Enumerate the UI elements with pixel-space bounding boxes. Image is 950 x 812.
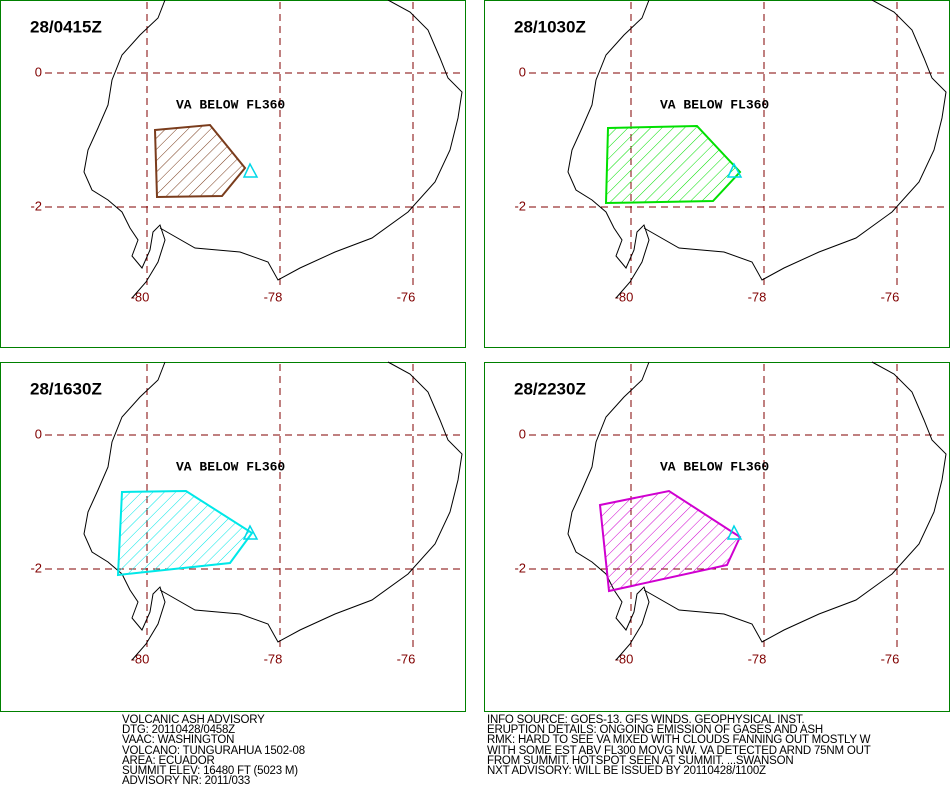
advisory-line: VAAC: WASHINGTON: [122, 734, 235, 747]
advisory-line: RMK: HARD TO SEE VA MIXED WITH CLOUDS FA…: [487, 734, 871, 747]
panel-time: 28/1030Z: [514, 17, 586, 36]
va-label: VA BELOW FL360: [660, 459, 769, 474]
map-panel: -80 -78 -76 0 -2 28/2230Z VA BELOW FL360: [484, 361, 950, 712]
advisory-line: SUMMIT ELEV: 16480 FT (5023 M): [122, 765, 298, 778]
lat-label: -2: [30, 560, 42, 575]
va-label: VA BELOW FL360: [660, 97, 769, 112]
map-panel: -80 -78 -76 0 -2 28/0415Z VA BELOW FL360: [0, 0, 466, 348]
lon-label: -76: [397, 651, 416, 666]
volcano: [726, 524, 743, 540]
lat-label: -2: [514, 198, 526, 213]
panel-time: 28/1630Z: [30, 379, 102, 398]
lon-label: -78: [264, 651, 283, 666]
advisory-line: ADVISORY NR: 2011/033: [122, 775, 251, 788]
lon-label: -78: [264, 289, 283, 304]
advisory-line: DTG: 20110428/0458Z: [122, 724, 235, 737]
coastline: [83, 0, 166, 299]
map-panel: -80 -78 -76 0 -2 28/1030Z VA BELOW FL360: [484, 0, 950, 348]
lon-label: -76: [397, 289, 416, 304]
lon-label: -80: [131, 651, 150, 666]
advisory-right: INFO SOURCE: GOES-13. GFS WINDS. GEOPHYS…: [487, 714, 871, 778]
panel-time: 28/2230Z: [514, 379, 586, 398]
advisory-line: NXT ADVISORY: WILL BE ISSUED BY 20110428…: [487, 765, 766, 778]
border: [159, 0, 463, 281]
va-label: VA BELOW FL360: [176, 459, 285, 474]
lon-label: -76: [881, 651, 900, 666]
map-panel: -80 -78 -76 0 -2 28/1630Z VA BELOW FL360: [0, 361, 466, 712]
border: [643, 0, 947, 281]
ash-area: [116, 489, 254, 577]
lat-label: 0: [35, 426, 42, 441]
advisory-line: AREA: ECUADOR: [122, 754, 215, 767]
ash-area: [604, 124, 742, 205]
lon-label: -78: [748, 289, 767, 304]
va-label: VA BELOW FL360: [176, 97, 285, 112]
maps: -80 -78 -76 0 -2 28/0415Z VA BELOW FL360 -80 -78…: [0, 0, 950, 712]
advisory-line: VOLCANIC ASH ADVISORY: [122, 714, 265, 726]
lon-label: -80: [615, 289, 634, 304]
panel-time: 28/0415Z: [30, 17, 102, 36]
ash-area: [153, 123, 247, 199]
lon-label: -80: [131, 289, 150, 304]
volcano: [242, 162, 259, 178]
ash-area: [598, 489, 742, 593]
advisory-line: VOLCANO: TUNGURAHUA 1502-08: [122, 744, 305, 757]
advisory-left: VOLCANIC ASH ADVISORY DTG: 20110428/0458Z…: [122, 714, 305, 788]
volcano: [726, 162, 743, 178]
volcano: [242, 524, 259, 540]
coastline: [567, 361, 650, 661]
advisory-line: INFO SOURCE: GOES-13. GFS WINDS. GEOPHYS…: [487, 714, 805, 726]
coastline: [567, 0, 650, 299]
lat-label: -2: [514, 560, 526, 575]
lat-label: 0: [519, 64, 526, 79]
lon-label: -78: [748, 651, 767, 666]
border: [643, 361, 947, 643]
lon-label: -80: [615, 651, 634, 666]
advisory-line: WITH SOME EST ABV FL300 MOVG NW. VA DETE…: [487, 744, 871, 757]
advisory-line: FROM SUMMIT. HOTSPOT SEEN AT SUMMIT. ...…: [487, 754, 794, 767]
border: [159, 361, 463, 643]
lat-label: 0: [35, 64, 42, 79]
lat-label: 0: [519, 426, 526, 441]
advisory-line: ERUPTION DETAILS: ONGOING EMISSION OF GA…: [487, 724, 823, 737]
lat-label: -2: [30, 198, 42, 213]
lon-label: -76: [881, 289, 900, 304]
